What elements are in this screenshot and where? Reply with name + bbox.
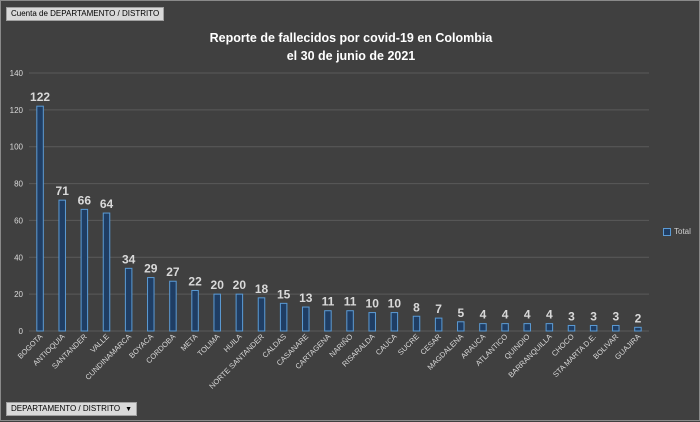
bar — [567, 324, 576, 332]
y-tick-label: 20 — [14, 290, 23, 299]
bar — [257, 297, 266, 332]
bar — [235, 293, 244, 332]
data-label: 20 — [233, 278, 247, 292]
bar — [147, 277, 155, 332]
bar — [36, 105, 44, 332]
x-tick-label: TOLIMA — [196, 332, 222, 358]
bar — [412, 315, 421, 332]
chart-title: Reporte de fallecidos por covid-19 en Co… — [209, 31, 493, 45]
bar — [124, 267, 133, 332]
chart-subtitle: el 30 de junio de 2021 — [286, 49, 416, 63]
bar — [191, 289, 199, 332]
bar — [102, 212, 111, 332]
data-label: 10 — [388, 297, 402, 311]
values-field-button[interactable]: Cuenta de DEPARTAMENTO / DISTRITO — [6, 7, 165, 21]
bar — [612, 324, 620, 332]
bar — [324, 310, 332, 332]
bar — [169, 280, 177, 332]
data-label: 4 — [502, 308, 509, 322]
data-label: 11 — [344, 295, 357, 309]
y-tick-label: 80 — [14, 180, 23, 189]
data-label: 64 — [100, 197, 114, 211]
data-label: 3 — [590, 309, 597, 323]
bar — [213, 293, 221, 332]
bar — [80, 208, 89, 332]
data-label: 3 — [568, 309, 575, 323]
legend-label: Total — [674, 227, 691, 236]
data-label: 4 — [524, 308, 531, 322]
data-label: 7 — [435, 302, 442, 316]
data-label: 29 — [144, 262, 158, 276]
bar — [523, 323, 531, 332]
data-label: 15 — [277, 287, 291, 301]
data-label: 11 — [322, 295, 335, 309]
y-tick-label: 120 — [10, 106, 24, 115]
data-label: 34 — [122, 252, 136, 266]
bar — [501, 323, 509, 332]
data-label: 8 — [413, 300, 420, 314]
bar — [545, 323, 554, 332]
axis-field-dropdown[interactable]: DEPARTAMENTO / DISTRITO ▼ — [6, 402, 137, 416]
x-tick-label: SUCRE — [396, 332, 421, 357]
data-label: 20 — [211, 278, 225, 292]
data-label: 71 — [56, 184, 70, 198]
y-tick-label: 40 — [14, 253, 23, 262]
bar — [279, 302, 288, 332]
bar — [434, 317, 443, 332]
y-tick-label: 0 — [19, 327, 24, 336]
bar — [58, 199, 66, 332]
data-label: 122 — [30, 90, 50, 104]
data-label: 10 — [366, 297, 380, 311]
y-tick-label: 140 — [10, 69, 24, 78]
x-tick-label: CAUCA — [374, 332, 399, 357]
chevron-down-icon[interactable]: ▼ — [125, 406, 132, 413]
data-label: 13 — [299, 291, 313, 305]
bar — [457, 321, 465, 332]
data-label: 4 — [480, 308, 487, 322]
data-label: 2 — [635, 311, 642, 325]
data-label: 66 — [78, 193, 92, 207]
legend: Total — [663, 227, 691, 236]
bar — [368, 312, 376, 332]
bar — [589, 324, 598, 332]
bar — [390, 312, 399, 332]
data-label: 18 — [255, 282, 269, 296]
bar — [302, 306, 310, 332]
y-tick-label: 100 — [10, 143, 24, 152]
bar — [479, 323, 487, 332]
bar — [346, 310, 354, 332]
bar — [634, 326, 642, 332]
data-label: 4 — [546, 308, 553, 322]
data-label: 5 — [457, 306, 464, 320]
data-label: 3 — [612, 309, 619, 323]
axis-field-label: DEPARTAMENTO / DISTRITO — [11, 404, 121, 413]
y-tick-label: 60 — [14, 216, 23, 225]
data-label: 27 — [166, 265, 180, 279]
data-label: 22 — [188, 274, 202, 288]
legend-swatch — [663, 227, 671, 236]
